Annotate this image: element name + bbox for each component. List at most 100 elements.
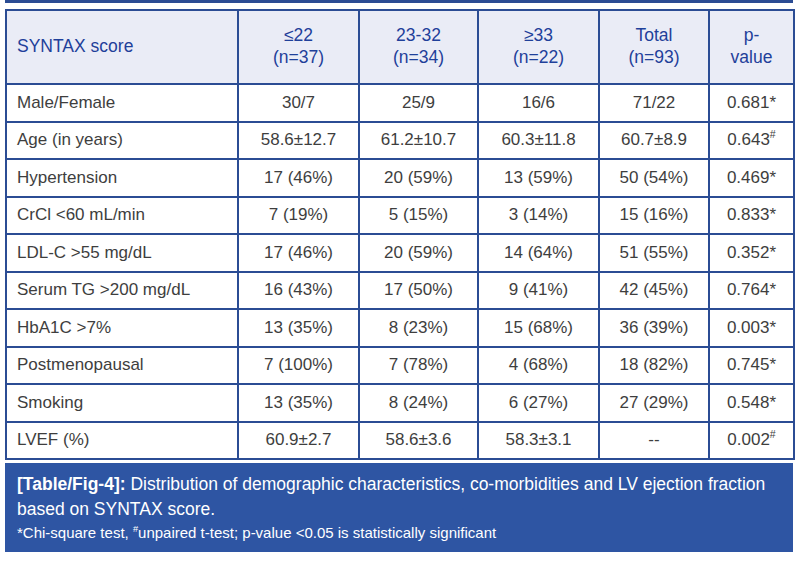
- data-cell: 58.6±12.7: [238, 122, 359, 160]
- data-cell: 20 (59%): [359, 234, 478, 272]
- table-caption: [Table/Fig-4]: Distribution of demograph…: [17, 472, 781, 521]
- data-cell: 13 (59%): [478, 159, 599, 197]
- p-value-cell: 0.833*: [709, 197, 794, 235]
- header-total: Total (n=93): [599, 10, 709, 84]
- data-cell: 36 (39%): [599, 309, 709, 347]
- p-value-cell: 0.681*: [709, 84, 794, 122]
- p-value-cell: 0.548*: [709, 384, 794, 422]
- p-value-cell: 0.643#: [709, 122, 794, 160]
- header-line2: (n=22): [481, 47, 596, 69]
- data-cell: 7 (100%): [238, 347, 359, 385]
- row-label: Age (in years): [6, 122, 238, 160]
- caption-label: [Table/Fig-4]:: [17, 474, 126, 494]
- row-label: Hypertension: [6, 159, 238, 197]
- data-cell: 13 (35%): [238, 309, 359, 347]
- table-row: Serum TG >200 mg/dL16 (43%)17 (50%)9 (41…: [6, 272, 794, 310]
- header-ge-33: ≥33 (n=22): [478, 10, 599, 84]
- data-cell: 16/6: [478, 84, 599, 122]
- data-cell: 5 (15%): [359, 197, 478, 235]
- data-cell: 15 (16%): [599, 197, 709, 235]
- row-label: HbA1C >7%: [6, 309, 238, 347]
- header-line2: (n=93): [602, 47, 706, 69]
- data-cell: 13 (35%): [238, 384, 359, 422]
- data-cell: 18 (82%): [599, 347, 709, 385]
- data-cell: 16 (43%): [238, 272, 359, 310]
- table-row: Smoking13 (35%)8 (24%)6 (27%)27 (29%)0.5…: [6, 384, 794, 422]
- data-cell: 7 (78%): [359, 347, 478, 385]
- header-label: SYNTAX score: [17, 36, 133, 56]
- top-rule: [5, 0, 793, 3]
- p-value-cell: 0.352*: [709, 234, 794, 272]
- row-label: LVEF (%): [6, 422, 238, 460]
- data-cell: 17 (50%): [359, 272, 478, 310]
- data-cell: 42 (45%): [599, 272, 709, 310]
- table-body: Male/Female30/725/916/671/220.681*Age (i…: [6, 84, 794, 459]
- data-cell: 17 (46%): [238, 159, 359, 197]
- data-cell: 27 (29%): [599, 384, 709, 422]
- data-cell: 15 (68%): [478, 309, 599, 347]
- caption-banner: [Table/Fig-4]: Distribution of demograph…: [5, 463, 793, 552]
- figure-page: SYNTAX score ≤22 (n=37) 23-32 (n=34) ≥33…: [0, 0, 798, 552]
- data-cell: 6 (27%): [478, 384, 599, 422]
- row-label: LDL-C >55 mg/dL: [6, 234, 238, 272]
- table-row: Hypertension17 (46%)20 (59%)13 (59%)50 (…: [6, 159, 794, 197]
- table-footnote: *Chi-square test, #unpaired t-test; p-va…: [17, 523, 781, 543]
- p-value-cell: 0.469*: [709, 159, 794, 197]
- data-cell: 58.6±3.6: [359, 422, 478, 460]
- data-cell: --: [599, 422, 709, 460]
- header-p-value: p- value: [709, 10, 794, 84]
- p-value-mark: #: [770, 429, 776, 441]
- data-cell: 51 (55%): [599, 234, 709, 272]
- data-cell: 60.3±11.8: [478, 122, 599, 160]
- table-row: Male/Female30/725/916/671/220.681*: [6, 84, 794, 122]
- data-cell: 60.9±2.7: [238, 422, 359, 460]
- data-cell: 25/9: [359, 84, 478, 122]
- p-value-cell: 0.745*: [709, 347, 794, 385]
- data-cell: 20 (59%): [359, 159, 478, 197]
- data-cell: 71/22: [599, 84, 709, 122]
- header-syntax-score: SYNTAX score: [6, 10, 238, 84]
- data-cell: 3 (14%): [478, 197, 599, 235]
- data-cell: 8 (23%): [359, 309, 478, 347]
- data-cell: 8 (24%): [359, 384, 478, 422]
- table-row: CrCl <60 mL/min7 (19%)5 (15%)3 (14%)15 (…: [6, 197, 794, 235]
- p-value-mark: #: [770, 129, 776, 141]
- header-line2: (n=34): [362, 47, 475, 69]
- data-cell: 50 (54%): [599, 159, 709, 197]
- row-label: Smoking: [6, 384, 238, 422]
- table-row: Age (in years)58.6±12.761.2±10.760.3±11.…: [6, 122, 794, 160]
- table-row: LDL-C >55 mg/dL17 (46%)20 (59%)14 (64%)5…: [6, 234, 794, 272]
- p-value-cell: 0.003*: [709, 309, 794, 347]
- data-cell: 9 (41%): [478, 272, 599, 310]
- header-le-22: ≤22 (n=37): [238, 10, 359, 84]
- table-row: Postmenopausal7 (100%)7 (78%)4 (68%)18 (…: [6, 347, 794, 385]
- caption-text: Distribution of demographic characterist…: [17, 474, 765, 519]
- header-line1: ≥33: [481, 25, 596, 47]
- data-cell: 60.7±8.9: [599, 122, 709, 160]
- row-label: Postmenopausal: [6, 347, 238, 385]
- table-row: HbA1C >7%13 (35%)8 (23%)15 (68%)36 (39%)…: [6, 309, 794, 347]
- data-cell: 58.3±3.1: [478, 422, 599, 460]
- p-value-cell: 0.764*: [709, 272, 794, 310]
- data-cell: 30/7: [238, 84, 359, 122]
- header-line1: 23-32: [362, 25, 475, 47]
- header-line1: p-: [712, 25, 791, 47]
- header-23-32: 23-32 (n=34): [359, 10, 478, 84]
- header-line1: Total: [602, 25, 706, 47]
- syntax-score-table: SYNTAX score ≤22 (n=37) 23-32 (n=34) ≥33…: [5, 9, 795, 460]
- data-cell: 4 (68%): [478, 347, 599, 385]
- table-row: LVEF (%)60.9±2.758.6±3.658.3±3.1--0.002#: [6, 422, 794, 460]
- footnote-prefix: *Chi-square test,: [17, 524, 133, 541]
- p-value-cell: 0.002#: [709, 422, 794, 460]
- table-header-row: SYNTAX score ≤22 (n=37) 23-32 (n=34) ≥33…: [6, 10, 794, 84]
- header-line2: value: [712, 47, 791, 69]
- data-cell: 14 (64%): [478, 234, 599, 272]
- header-line2: (n=37): [241, 47, 356, 69]
- row-label: CrCl <60 mL/min: [6, 197, 238, 235]
- header-line1: ≤22: [241, 25, 356, 47]
- row-label: Male/Female: [6, 84, 238, 122]
- footnote-rest: unpaired t-test; p-value <0.05 is statis…: [138, 524, 496, 541]
- row-label: Serum TG >200 mg/dL: [6, 272, 238, 310]
- data-cell: 7 (19%): [238, 197, 359, 235]
- data-cell: 61.2±10.7: [359, 122, 478, 160]
